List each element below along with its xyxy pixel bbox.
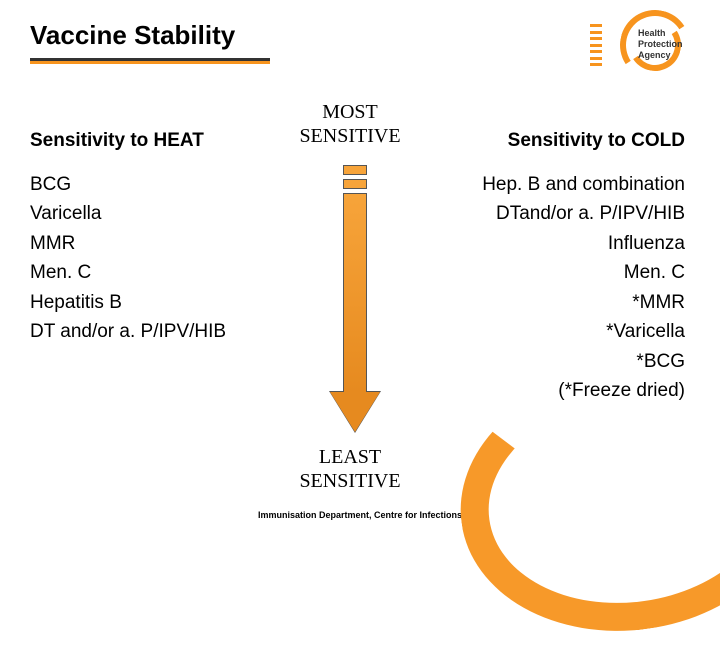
sensitivity-arrow-icon <box>330 165 380 445</box>
list-item: Influenza <box>482 229 685 258</box>
cold-sensitivity-label: Sensitivity to COLD <box>508 130 685 152</box>
list-item: MMR <box>30 229 226 258</box>
list-item: Men. C <box>30 258 226 287</box>
heat-sensitivity-list: BCG Varicella MMR Men. C Hepatitis B DT … <box>30 170 226 347</box>
most-sensitive-label: MOST SENSITIVE <box>280 100 420 148</box>
list-item: Hepatitis B <box>30 288 226 317</box>
hpa-logo: Health Protection Agency <box>590 14 690 74</box>
title-underline <box>30 58 270 64</box>
least-sensitive-label: LEAST SENSITIVE <box>280 445 420 493</box>
list-item: Men. C <box>482 258 685 287</box>
slide-title: Vaccine Stability <box>30 20 235 51</box>
list-item: *Varicella <box>482 317 685 346</box>
list-item: DTand/or a. P/IPV/HIB <box>482 199 685 228</box>
heat-sensitivity-label: Sensitivity to HEAT <box>30 130 204 152</box>
list-item: *MMR <box>482 288 685 317</box>
list-item: Varicella <box>30 199 226 228</box>
list-item: Hep. B and combination <box>482 170 685 199</box>
list-item: DT and/or a. P/IPV/HIB <box>30 317 226 346</box>
list-item: BCG <box>30 170 226 199</box>
logo-text: Health Protection Agency <box>638 28 683 60</box>
